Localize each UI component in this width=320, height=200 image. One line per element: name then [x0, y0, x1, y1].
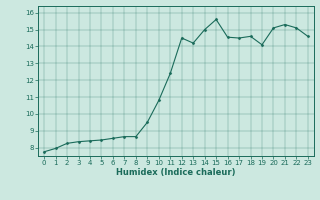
X-axis label: Humidex (Indice chaleur): Humidex (Indice chaleur)	[116, 168, 236, 177]
